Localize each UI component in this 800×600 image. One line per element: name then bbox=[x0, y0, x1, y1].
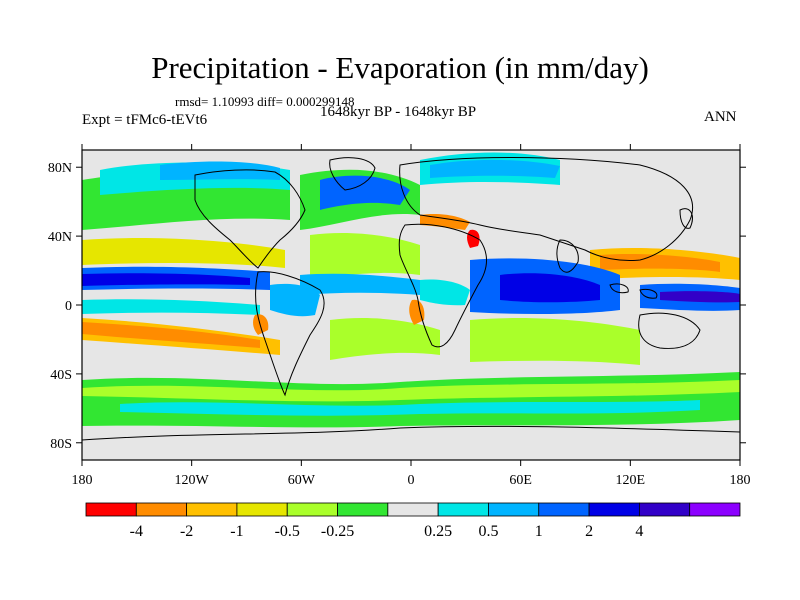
atlantic-itcz bbox=[300, 273, 420, 295]
latitude-ticks: 80N 40N 0 40S 80S bbox=[48, 161, 746, 452]
southern-ocean-band-yellow bbox=[82, 380, 740, 402]
namibia-dry bbox=[409, 299, 425, 325]
eurasia-coast bbox=[399, 157, 693, 261]
south-atlantic-dry bbox=[330, 318, 440, 360]
lat-tick-label: 80S bbox=[50, 437, 72, 452]
colorbar-label: 1 bbox=[535, 523, 543, 540]
lon-tick-label: 60E bbox=[509, 473, 532, 488]
west-pacific-orange bbox=[600, 253, 720, 272]
japan-coast bbox=[679, 208, 693, 229]
lat-tick-label: 40N bbox=[48, 230, 72, 245]
rmsd-diff-stats: rmsd= 1.10993 diff= 0.000299148 bbox=[175, 94, 355, 109]
colorbar-swatch bbox=[186, 502, 238, 517]
mediterranean-dry bbox=[420, 213, 470, 230]
india-coast bbox=[556, 239, 579, 273]
north-atlantic-blue bbox=[320, 175, 410, 210]
north-pacific-dry bbox=[82, 238, 285, 268]
pacific-itcz-core bbox=[82, 273, 250, 286]
colorbar-swatch bbox=[85, 502, 137, 517]
colorbar-label: -2 bbox=[180, 523, 193, 540]
south-america-coast bbox=[255, 271, 325, 397]
colorbar-label: 0.25 bbox=[424, 523, 452, 540]
colorbar-swatch bbox=[638, 502, 691, 517]
red-sea-dry bbox=[467, 229, 480, 248]
congo-wet bbox=[420, 279, 470, 306]
lat-tick-label: 80N bbox=[48, 161, 72, 176]
greenland-coast bbox=[329, 157, 376, 191]
australia-coast bbox=[638, 312, 701, 349]
experiment-label: Expt = tFMc6-tEVt6 bbox=[82, 112, 208, 128]
southern-ocean-band-cyan bbox=[120, 400, 700, 416]
colorbar-swatch bbox=[488, 502, 540, 517]
colorbar-swatch bbox=[135, 502, 188, 517]
north-atlantic-dry bbox=[310, 233, 420, 280]
period-label: 1648kyr BP - 1648kyr BP bbox=[320, 104, 477, 120]
lon-tick-label: 180 bbox=[72, 473, 93, 488]
colorbar-swatch bbox=[387, 502, 439, 517]
africa-coast bbox=[398, 223, 487, 348]
colorbar-label: -0.5 bbox=[275, 523, 300, 540]
colorbar-label: 4 bbox=[635, 523, 643, 540]
lon-tick-label: 180 bbox=[730, 473, 751, 488]
north-america-coast bbox=[194, 169, 306, 269]
colorbar-label: -0.25 bbox=[321, 523, 354, 540]
south-indian-dry bbox=[470, 318, 640, 365]
season-label: ANN bbox=[704, 109, 737, 125]
colorbar-label: 2 bbox=[585, 523, 593, 540]
west-pacific-core bbox=[660, 291, 740, 303]
colorbar-label: -1 bbox=[230, 523, 243, 540]
siberia-blue bbox=[430, 159, 560, 178]
plot-title: Precipitation - Evaporation (in mm/day) bbox=[151, 50, 649, 85]
maritime-islands bbox=[609, 283, 658, 299]
colorbar-label: -4 bbox=[130, 523, 143, 540]
coastlines bbox=[82, 157, 740, 441]
longitude-ticks: 180 120W 60W 0 60E 120E 180 bbox=[72, 144, 751, 488]
colorbar-label: 0.5 bbox=[478, 523, 498, 540]
lon-tick-label: 60W bbox=[288, 473, 316, 488]
antarctica-coast bbox=[82, 425, 740, 441]
colorbar-swatch bbox=[236, 502, 288, 517]
colorbar: -4 -2 -1 -0.5 -0.25 0.25 0.5 1 2 4 bbox=[85, 502, 741, 540]
colorbar-swatch bbox=[588, 502, 640, 517]
lat-tick-label: 0 bbox=[65, 299, 72, 314]
pe-field bbox=[82, 150, 740, 460]
colorbar-swatch bbox=[337, 502, 389, 517]
lat-tick-label: 40S bbox=[50, 368, 72, 383]
colorbar-swatch bbox=[689, 502, 741, 517]
peru-dry bbox=[253, 314, 269, 335]
south-pacific-orange bbox=[82, 322, 260, 348]
lon-tick-label: 120W bbox=[175, 473, 210, 488]
lon-tick-label: 120E bbox=[616, 473, 646, 488]
colorbar-swatch bbox=[286, 502, 338, 517]
colorbar-swatch bbox=[437, 502, 489, 517]
amazon-wet bbox=[270, 283, 320, 317]
indian-ocean-core bbox=[500, 273, 600, 303]
south-pacific-convergence bbox=[82, 299, 260, 315]
colorbar-swatch bbox=[538, 502, 590, 517]
lon-tick-label: 0 bbox=[408, 473, 415, 488]
